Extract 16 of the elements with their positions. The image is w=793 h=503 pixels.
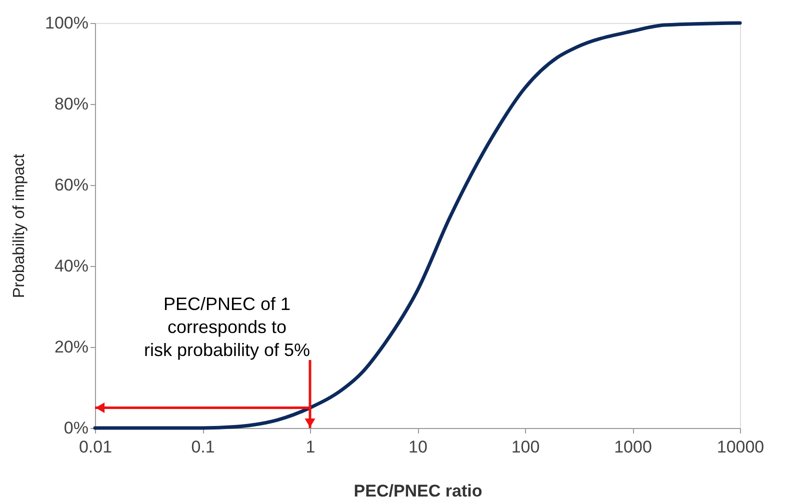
- x-tick-label: 0.01: [78, 438, 112, 456]
- y-tick-label: 100%: [45, 14, 88, 32]
- y-tick-label: 20%: [54, 338, 88, 356]
- annotation: PEC/PNEC of 1 corresponds to risk probability of 5%: [144, 294, 310, 360]
- x-tick-label: 1: [306, 438, 316, 456]
- x-axis-title: PEC/PNEC ratio: [354, 482, 482, 500]
- y-axis-title: Probability of impact: [11, 153, 28, 298]
- y-tick-label: 80%: [54, 94, 88, 114]
- x-tick-label: 0.1: [191, 438, 215, 456]
- y-tick-label: 0%: [64, 418, 88, 438]
- x-tick-label: 100: [511, 438, 540, 456]
- x-tick-label: 10: [408, 438, 428, 456]
- y-tick-label: 60%: [54, 176, 88, 194]
- x-tick-label: 10000: [716, 438, 764, 456]
- y-tick-label: 40%: [54, 256, 88, 276]
- x-tick-label: 1000: [614, 438, 652, 456]
